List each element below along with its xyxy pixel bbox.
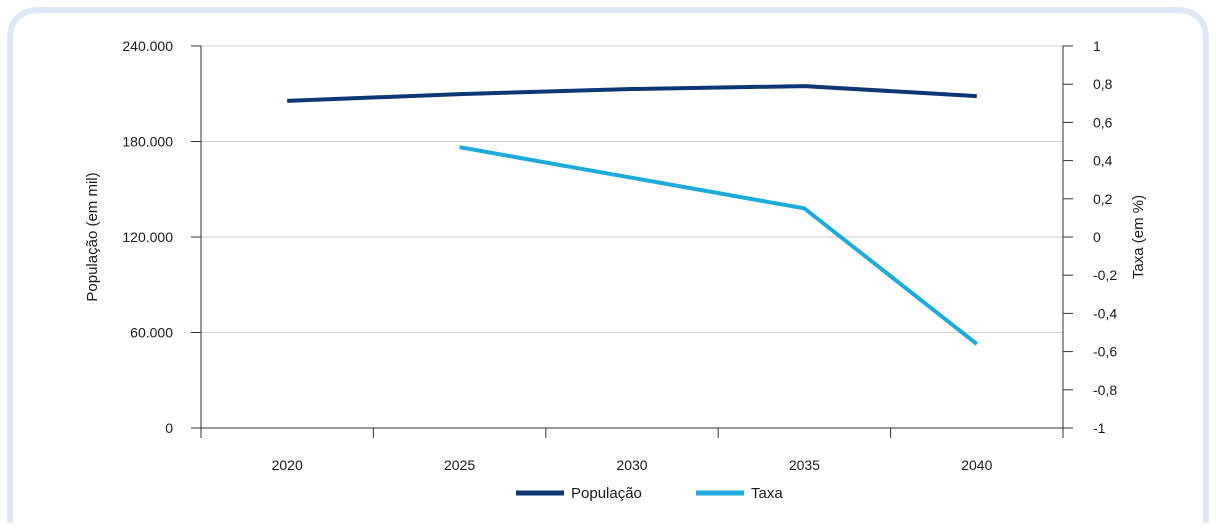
x-axis-tick-labels: 2020 2025 2030 2035 2040 — [272, 457, 993, 473]
series-line-taxa — [459, 145, 979, 346]
right-axis-tick-label: -0,6 — [1093, 344, 1117, 360]
left-axis-tick-labels: 0 60.000 120.000 180.000 240.000 — [122, 38, 173, 436]
legend: População Taxa — [516, 485, 783, 502]
left-axis-tick-label: 180.000 — [122, 134, 173, 150]
right-axis-tick-label: 0,8 — [1093, 76, 1113, 92]
right-axis-tick-label: -0,4 — [1093, 305, 1117, 321]
left-axis-title: População (em mil) — [84, 172, 101, 301]
right-axis-tick-label: 0,4 — [1093, 153, 1113, 169]
left-axis-tick-label: 60.000 — [130, 325, 173, 341]
right-axis-title: Taxa (em %) — [1130, 195, 1147, 279]
x-axis-tick-label: 2040 — [961, 457, 992, 473]
right-axis-tick-label: 0,6 — [1093, 114, 1113, 130]
right-axis-tick-label: 0,2 — [1093, 191, 1113, 207]
x-axis-tick-label: 2035 — [789, 457, 820, 473]
right-axis-tick-labels: -1 -0,8 -0,6 -0,4 -0,2 0 0,2 0,4 0,6 0,8 1 — [1093, 38, 1117, 436]
left-axis-tick-label: 0 — [165, 420, 173, 436]
left-axis-tick-label: 240.000 — [122, 38, 173, 54]
series-lines — [287, 84, 979, 346]
frame-border-left — [7, 7, 41, 523]
x-axis-tick-label: 2025 — [444, 457, 475, 473]
legend-label: Taxa — [751, 485, 783, 502]
right-axis-tick-label: -1 — [1093, 420, 1106, 436]
right-axis-tick-label: -0,2 — [1093, 267, 1117, 283]
right-axis-tick-label: -0,8 — [1093, 382, 1117, 398]
axes — [191, 45, 1073, 438]
series-line-populacao — [287, 84, 977, 103]
frame-border-top — [40, 7, 1209, 523]
right-axis-tick-label: 1 — [1093, 38, 1101, 54]
x-axis-tick-label: 2020 — [272, 457, 303, 473]
right-axis-tick-label: 0 — [1093, 229, 1101, 245]
legend-label: População — [571, 485, 642, 502]
x-axis-tick-label: 2030 — [616, 457, 647, 473]
left-axis-tick-label: 120.000 — [122, 229, 173, 245]
gridlines — [201, 45, 1063, 333]
